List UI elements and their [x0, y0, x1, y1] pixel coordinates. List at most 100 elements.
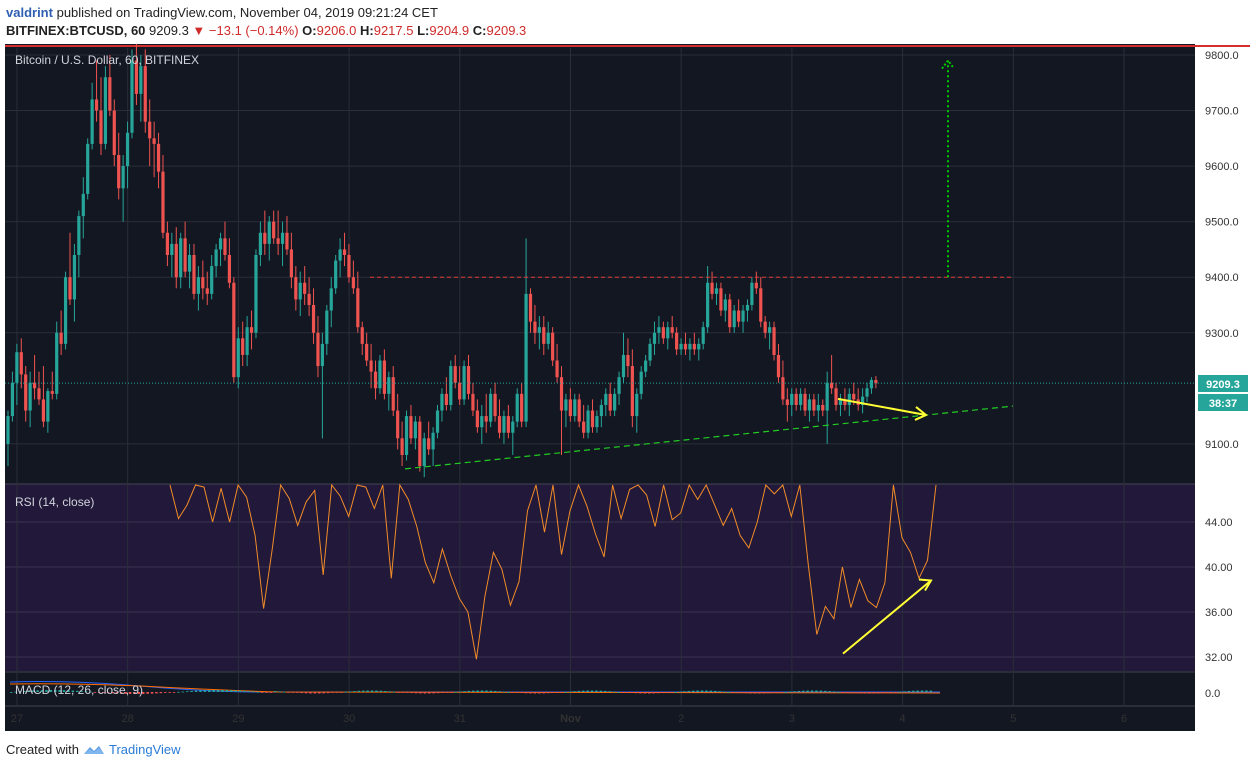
- candle-body: [24, 374, 28, 411]
- macd-histogram-bar: [27, 690, 31, 692]
- macd-histogram-bar: [450, 692, 453, 693]
- macd-histogram-bar: [199, 690, 202, 692]
- macd-histogram-bar: [76, 690, 79, 692]
- candle-body: [515, 393, 519, 422]
- candle-body: [701, 327, 705, 344]
- macd-histogram-bar: [665, 692, 669, 693]
- candle-body: [183, 238, 187, 272]
- macd-histogram-bar: [133, 692, 136, 694]
- price-tick-label: 9400.0: [1205, 272, 1239, 284]
- macd-histogram-bar: [181, 691, 185, 693]
- price-divergence-arrow-head: [914, 406, 928, 421]
- chart-canvas[interactable]: 9800.0 9700.0 9600.0 9500.0 9400.0 9300.0 9100…: [0, 40, 1256, 734]
- macd-histogram-bar: [907, 690, 911, 692]
- candle-body: [776, 354, 781, 378]
- last-price-tag: [1198, 375, 1248, 392]
- candle-body: [86, 143, 90, 194]
- rsi-line: [169, 483, 937, 660]
- macd-histogram-bar: [524, 692, 528, 694]
- macd-series: [9, 681, 941, 694]
- macd-histogram-bar: [362, 690, 365, 692]
- candle-body: [143, 66, 147, 122]
- candle-body: [453, 366, 457, 383]
- tradingview-brand-link[interactable]: TradingView: [108, 742, 181, 757]
- price-panel-title: Bitcoin / U.S. Dollar, 60, BITFINEX: [15, 53, 199, 67]
- author-link[interactable]: valdrint: [6, 5, 53, 20]
- time-tick-label: 27: [11, 713, 23, 725]
- macd-histogram-bar: [458, 691, 462, 693]
- candle-body: [170, 243, 174, 255]
- macd-histogram-bar: [502, 691, 506, 693]
- macd-histogram-bar: [621, 692, 625, 693]
- macd-histogram-bar: [467, 690, 471, 692]
- candle-body: [223, 238, 227, 255]
- price-tick-label: 9700.0: [1205, 106, 1239, 118]
- candle-body: [745, 304, 750, 311]
- macd-histogram-bar: [626, 692, 629, 693]
- candle-body: [644, 360, 648, 372]
- candle-body: [816, 404, 820, 411]
- candle-body: [28, 382, 32, 411]
- candle-body: [254, 254, 258, 333]
- macd-histogram-bar: [590, 690, 594, 692]
- macd-histogram-bar: [428, 692, 431, 694]
- price-tick-label: 9800.0: [1205, 50, 1239, 62]
- candle-body: [435, 410, 440, 433]
- chart-header: valdrint published on TradingView.com, N…: [6, 4, 526, 40]
- candle-body: [360, 327, 364, 344]
- candle-body: [843, 399, 847, 405]
- macd-histogram-bar: [397, 692, 400, 693]
- macd-histogram-bar: [155, 692, 158, 694]
- countdown-tag: [1198, 394, 1248, 411]
- candle-body: [706, 282, 710, 328]
- macd-histogram-bar: [898, 691, 902, 693]
- candle-body: [232, 282, 236, 378]
- macd-histogram-bar: [841, 692, 845, 693]
- macd-histogram-bar: [890, 692, 893, 693]
- macd-histogram-bar: [678, 691, 682, 693]
- candle-body: [77, 216, 81, 255]
- candle-body: [125, 132, 130, 167]
- candle-body: [723, 299, 727, 311]
- macd-histogram-bar: [401, 692, 405, 693]
- macd-histogram-bar: [832, 691, 836, 693]
- macd-histogram-bar: [894, 692, 897, 693]
- macd-histogram-bar: [106, 692, 110, 694]
- macd-histogram-bar: [753, 692, 757, 694]
- candle-body: [32, 382, 37, 389]
- macd-histogram-bar: [639, 692, 642, 694]
- rsi-divergence-arrow: [842, 579, 932, 655]
- candle-body: [555, 360, 559, 378]
- candle-body: [493, 393, 497, 417]
- macd-histogram-bar: [656, 692, 660, 694]
- macd-histogram-bar: [238, 690, 242, 692]
- macd-histogram-bar: [564, 691, 567, 693]
- candle-body: [621, 354, 626, 378]
- candle-body: [334, 260, 338, 289]
- macd-histogram-bar: [186, 691, 189, 693]
- candle-body: [630, 366, 634, 417]
- candle-body: [528, 293, 533, 322]
- macd-histogram-bar: [573, 691, 576, 692]
- macd-histogram-bar: [815, 690, 818, 692]
- candle-body: [267, 221, 271, 244]
- created-with-text: Created with: [6, 742, 79, 757]
- candle-body: [573, 399, 577, 417]
- macd-histogram-bar: [850, 692, 853, 693]
- macd-histogram-bar: [269, 692, 273, 693]
- candle-body: [241, 338, 245, 355]
- candle-body: [604, 393, 608, 405]
- macd-histogram-bar: [472, 690, 475, 692]
- last-price-tag-text: 9209.3: [1206, 379, 1240, 391]
- candle-body: [108, 77, 112, 111]
- open-value: 9206.0: [316, 23, 357, 38]
- time-tick-label: 3: [789, 713, 795, 725]
- candle-body: [387, 377, 391, 394]
- macd-histogram-bar: [45, 690, 48, 692]
- candle-body: [236, 338, 240, 378]
- candle-body: [834, 388, 838, 405]
- candle-body: [391, 377, 395, 411]
- macd-histogram-bar: [260, 692, 264, 693]
- macd-histogram-bar: [837, 691, 840, 693]
- macd-histogram-bar: [709, 690, 713, 692]
